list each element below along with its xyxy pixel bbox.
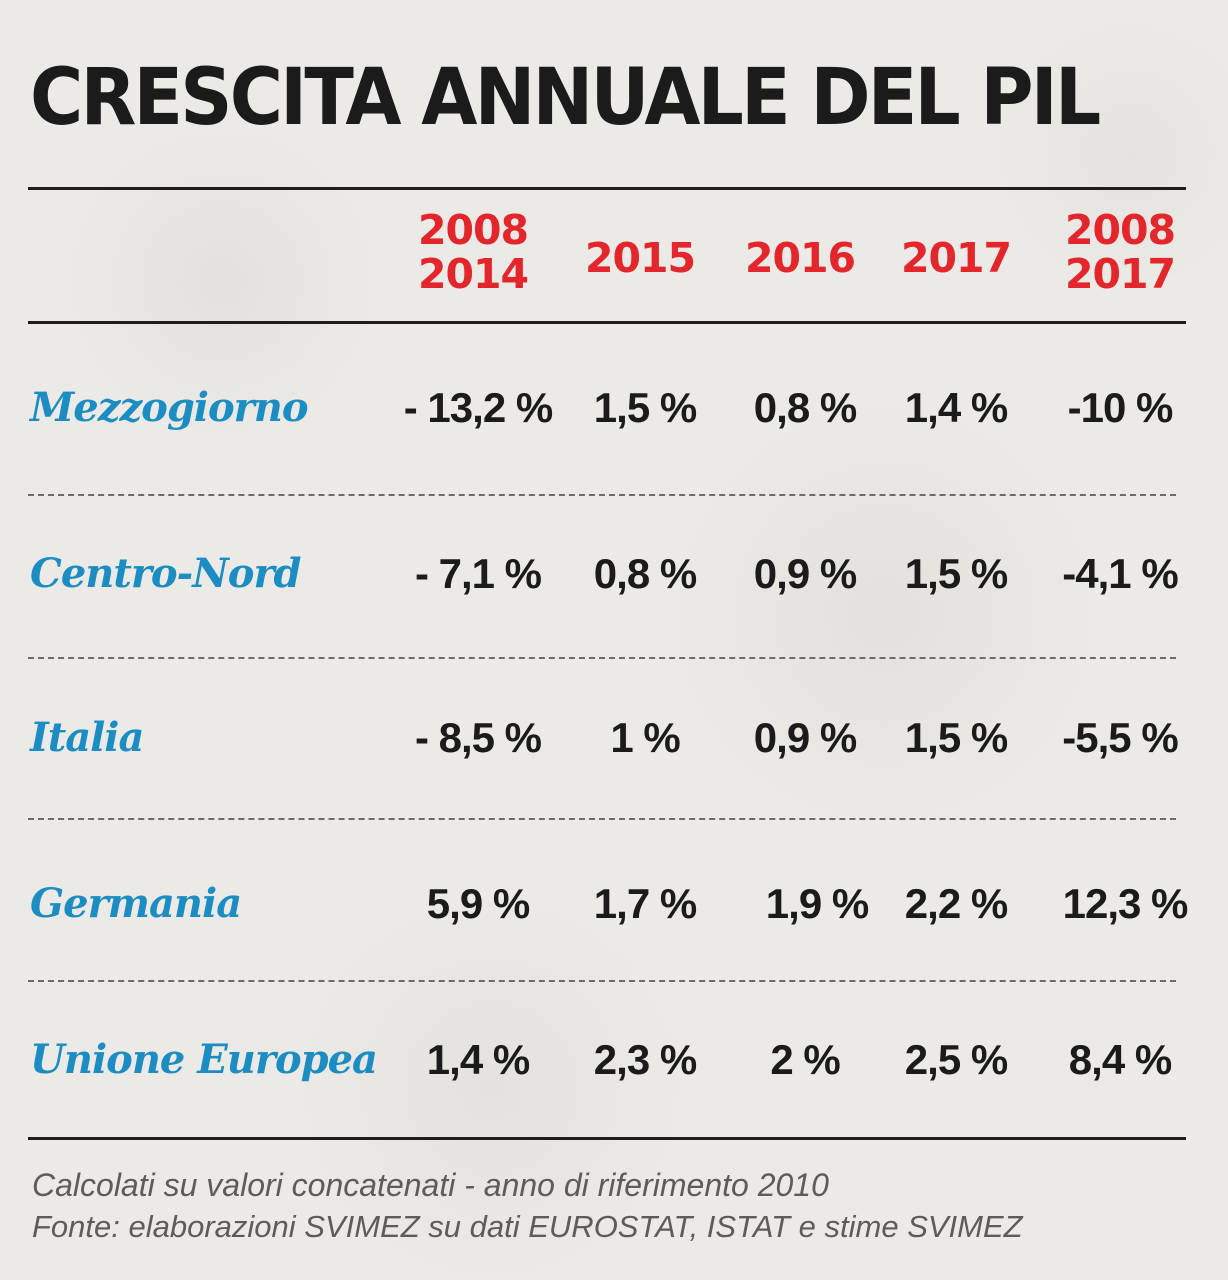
column-header-line2: 2017: [1064, 250, 1176, 298]
row-separator: [28, 657, 1176, 659]
table-cell: 0,8 %: [593, 550, 697, 597]
header-rule: [28, 321, 1186, 324]
column-header-line1: 2008: [1064, 206, 1176, 254]
table-cell: - 8,5 %: [414, 714, 542, 761]
column-header-2008-2014: 2008 2014: [398, 208, 548, 296]
row-label-germania: Germania: [30, 880, 242, 927]
column-header-line2: 2017: [900, 234, 1012, 282]
table-cell: - 7,1 %: [414, 550, 542, 597]
table-cell: -5,5 %: [1062, 714, 1178, 761]
column-header-2015: 2015: [565, 236, 715, 280]
row-label-unione-europea: Unione Europea: [30, 1036, 378, 1083]
row-label-italia: Italia: [30, 714, 144, 761]
table-cell: 1,7 %: [593, 880, 697, 927]
row-label-mezzogiorno: Mezzogiorno: [30, 384, 309, 431]
table-cell: 0,9 %: [753, 714, 857, 761]
table-cell: 2,5 %: [904, 1036, 1008, 1083]
table-cell: 12,3 %: [1062, 880, 1189, 927]
table-cell: 5,9 %: [426, 880, 530, 927]
footnote-method: Calcolati su valori concatenati - anno d…: [32, 1167, 829, 1203]
column-header-2016: 2016: [725, 236, 875, 280]
column-header-line2: 2014: [417, 250, 529, 298]
table-cell: 1,4 %: [426, 1036, 530, 1083]
table-cell: 0,9 %: [753, 550, 857, 597]
table-cell: 1,4 %: [904, 384, 1008, 431]
table-cell: 0,8 %: [753, 384, 857, 431]
column-header-2008-2017: 2008 2017: [1045, 208, 1195, 296]
table-cell: -4,1 %: [1062, 550, 1178, 597]
table-cell: 1,9 %: [765, 880, 869, 927]
row-separator: [28, 980, 1176, 982]
row-separator: [28, 494, 1176, 496]
table-cell: 2 %: [770, 1036, 840, 1083]
table-cell: 1 %: [610, 714, 680, 761]
table-cell: - 13,2 %: [403, 384, 553, 431]
row-label-centro-nord: Centro-Nord: [30, 550, 301, 597]
row-separator: [28, 818, 1176, 820]
column-header-line1: 2008: [417, 206, 529, 254]
table-cell: -10 %: [1067, 384, 1174, 431]
column-header-line2: 2016: [744, 234, 856, 282]
column-header-2017: 2017: [881, 236, 1031, 280]
table-cell: 8,4 %: [1068, 1036, 1172, 1083]
column-header-line2: 2015: [584, 234, 696, 282]
footnote-source: Fonte: elaborazioni SVIMEZ su dati EUROS…: [32, 1209, 1023, 1244]
table-cell: 1,5 %: [904, 550, 1008, 597]
chart-title: CRESCITA ANNUALE DEL PIL: [30, 53, 1101, 143]
table-cell: 1,5 %: [593, 384, 697, 431]
table-cell: 1,5 %: [904, 714, 1008, 761]
table-cell: 2,3 %: [593, 1036, 697, 1083]
top-rule: [28, 187, 1186, 190]
table-cell: 2,2 %: [904, 880, 1008, 927]
bottom-rule: [28, 1137, 1186, 1140]
